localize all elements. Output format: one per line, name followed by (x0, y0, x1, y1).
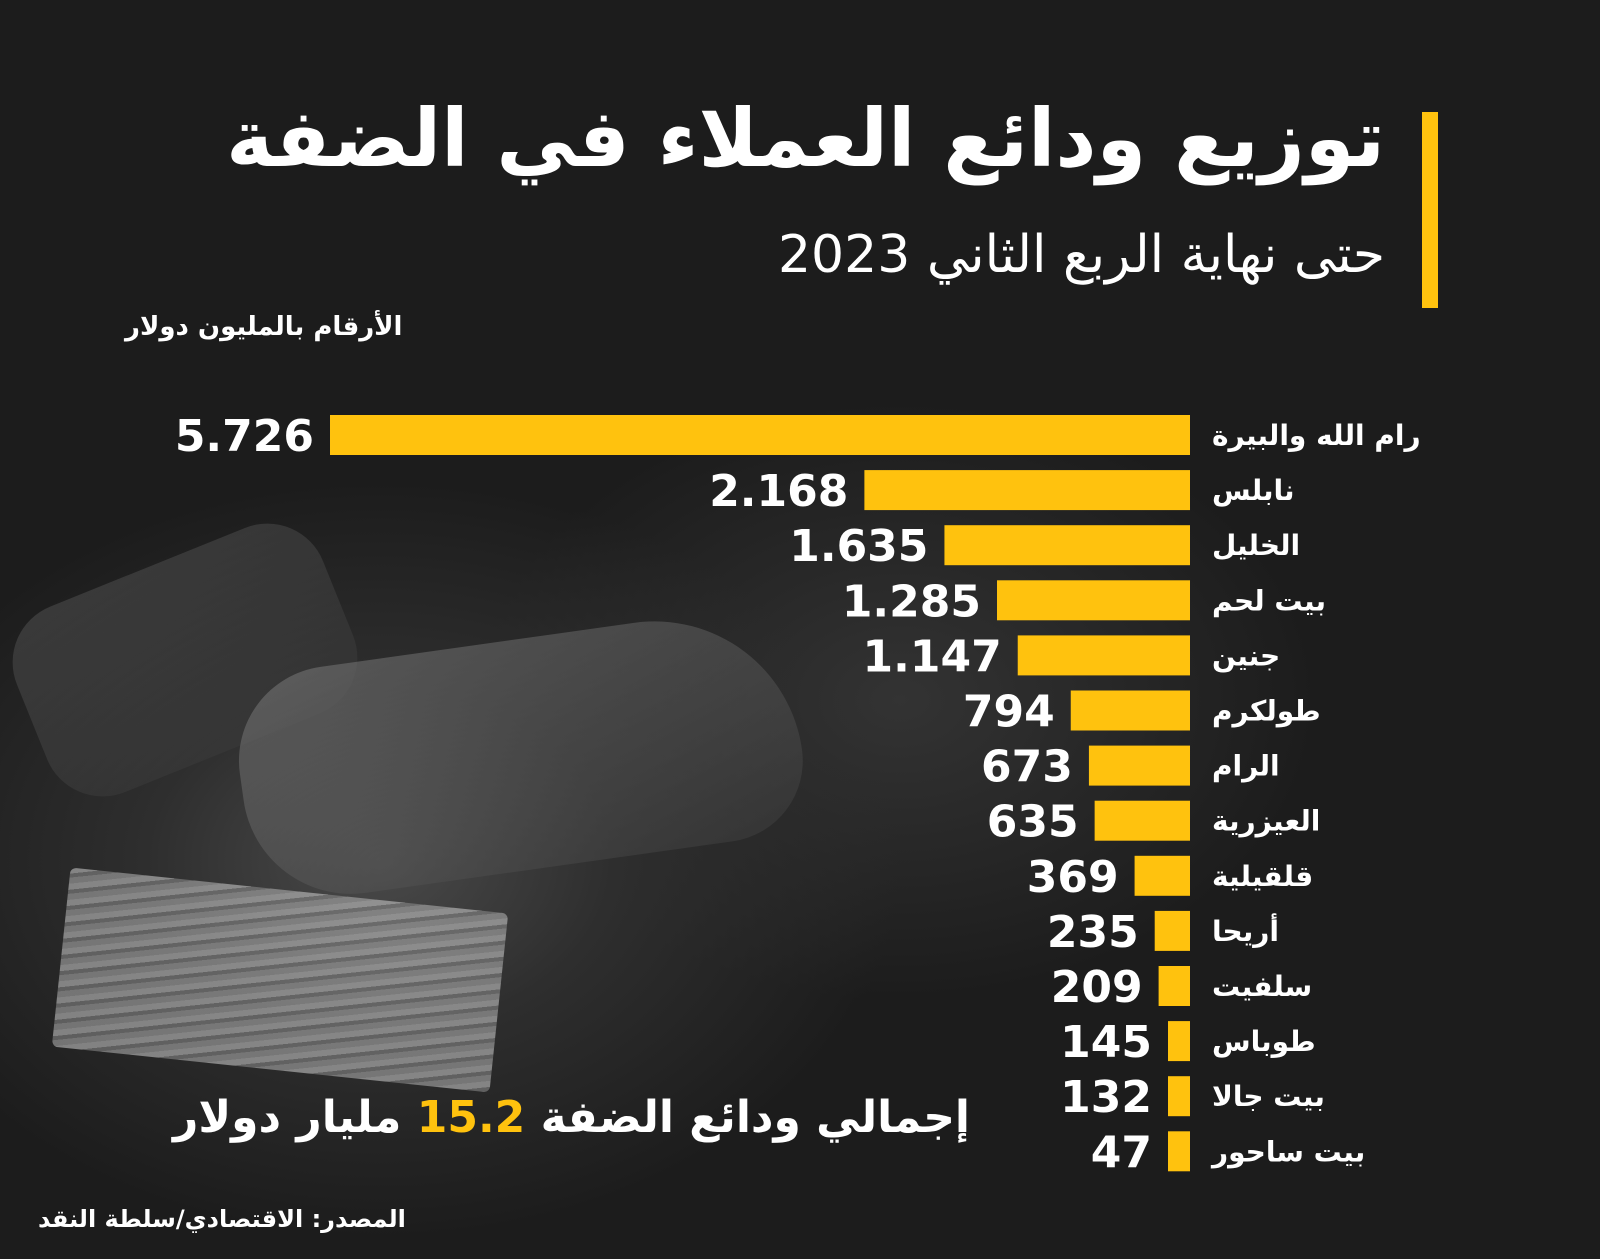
bar-value-label: 2.168 (709, 466, 848, 517)
bar-value-label: 145 (1060, 1017, 1152, 1068)
category-label: جنين (1212, 639, 1280, 672)
category-label: طولكرم (1212, 695, 1321, 728)
bar (1154, 910, 1190, 951)
category-label: طوباس (1212, 1025, 1316, 1058)
bar-value-label: 369 (1027, 852, 1119, 903)
category-label: رام الله والبيرة (1212, 419, 1421, 452)
chart-subtitle: حتى نهاية الربع الثاني 2023 (777, 225, 1385, 285)
bar (330, 415, 1190, 455)
category-label: نابلس (1212, 474, 1295, 507)
bar-value-label: 1.635 (789, 521, 928, 572)
bar-value-label: 47 (1091, 1127, 1152, 1178)
category-label: الخليل (1212, 529, 1300, 562)
bar (944, 525, 1190, 566)
bar-value-label: 5.726 (175, 411, 314, 462)
bar (1017, 635, 1190, 676)
category-label: سلفيت (1212, 970, 1312, 1003)
category-label: قلقيلية (1212, 860, 1313, 893)
bar-value-label: 209 (1051, 962, 1143, 1013)
bar (1158, 966, 1190, 1006)
bar (1088, 745, 1190, 786)
bar (1070, 690, 1190, 731)
bar (1134, 855, 1190, 896)
bar-value-label: 132 (1060, 1072, 1152, 1123)
category-label: بيت ساحور (1210, 1135, 1365, 1168)
chart-title: توزيع ودائع العملاء في الضفة (226, 92, 1385, 185)
total-prefix: إجمالي ودائع الضفة (540, 1092, 970, 1143)
total-value: 15.2 (416, 1092, 526, 1143)
bar-value-label: 635 (987, 797, 1079, 848)
category-label: بيت لحم (1212, 584, 1326, 617)
bar (997, 580, 1190, 621)
units-note: الأرقام بالمليون دولار (125, 312, 403, 342)
bar (1168, 1021, 1190, 1062)
bar-value-label: 235 (1047, 907, 1139, 958)
bar (864, 470, 1190, 511)
total-deposits-line: إجمالي ودائع الضفة 15.2 مليار دولار (173, 1092, 970, 1143)
bar (1168, 1076, 1190, 1117)
total-suffix: مليار دولار (173, 1092, 402, 1143)
bar-value-label: 673 (981, 742, 1073, 793)
category-label: أريحا (1212, 913, 1279, 948)
bar-value-label: 1.285 (842, 576, 981, 627)
bar (1094, 800, 1190, 841)
source-note: المصدر: الاقتصادي/سلطة النقد (38, 1205, 406, 1233)
category-label: بيت جالا (1212, 1080, 1325, 1113)
bar (1168, 1131, 1190, 1172)
category-label: الرام (1212, 750, 1280, 783)
bar-value-label: 794 (963, 687, 1055, 738)
category-label: العيزرية (1212, 805, 1320, 838)
title-accent-bar (1422, 112, 1438, 308)
bar-value-label: 1.147 (863, 631, 1002, 682)
